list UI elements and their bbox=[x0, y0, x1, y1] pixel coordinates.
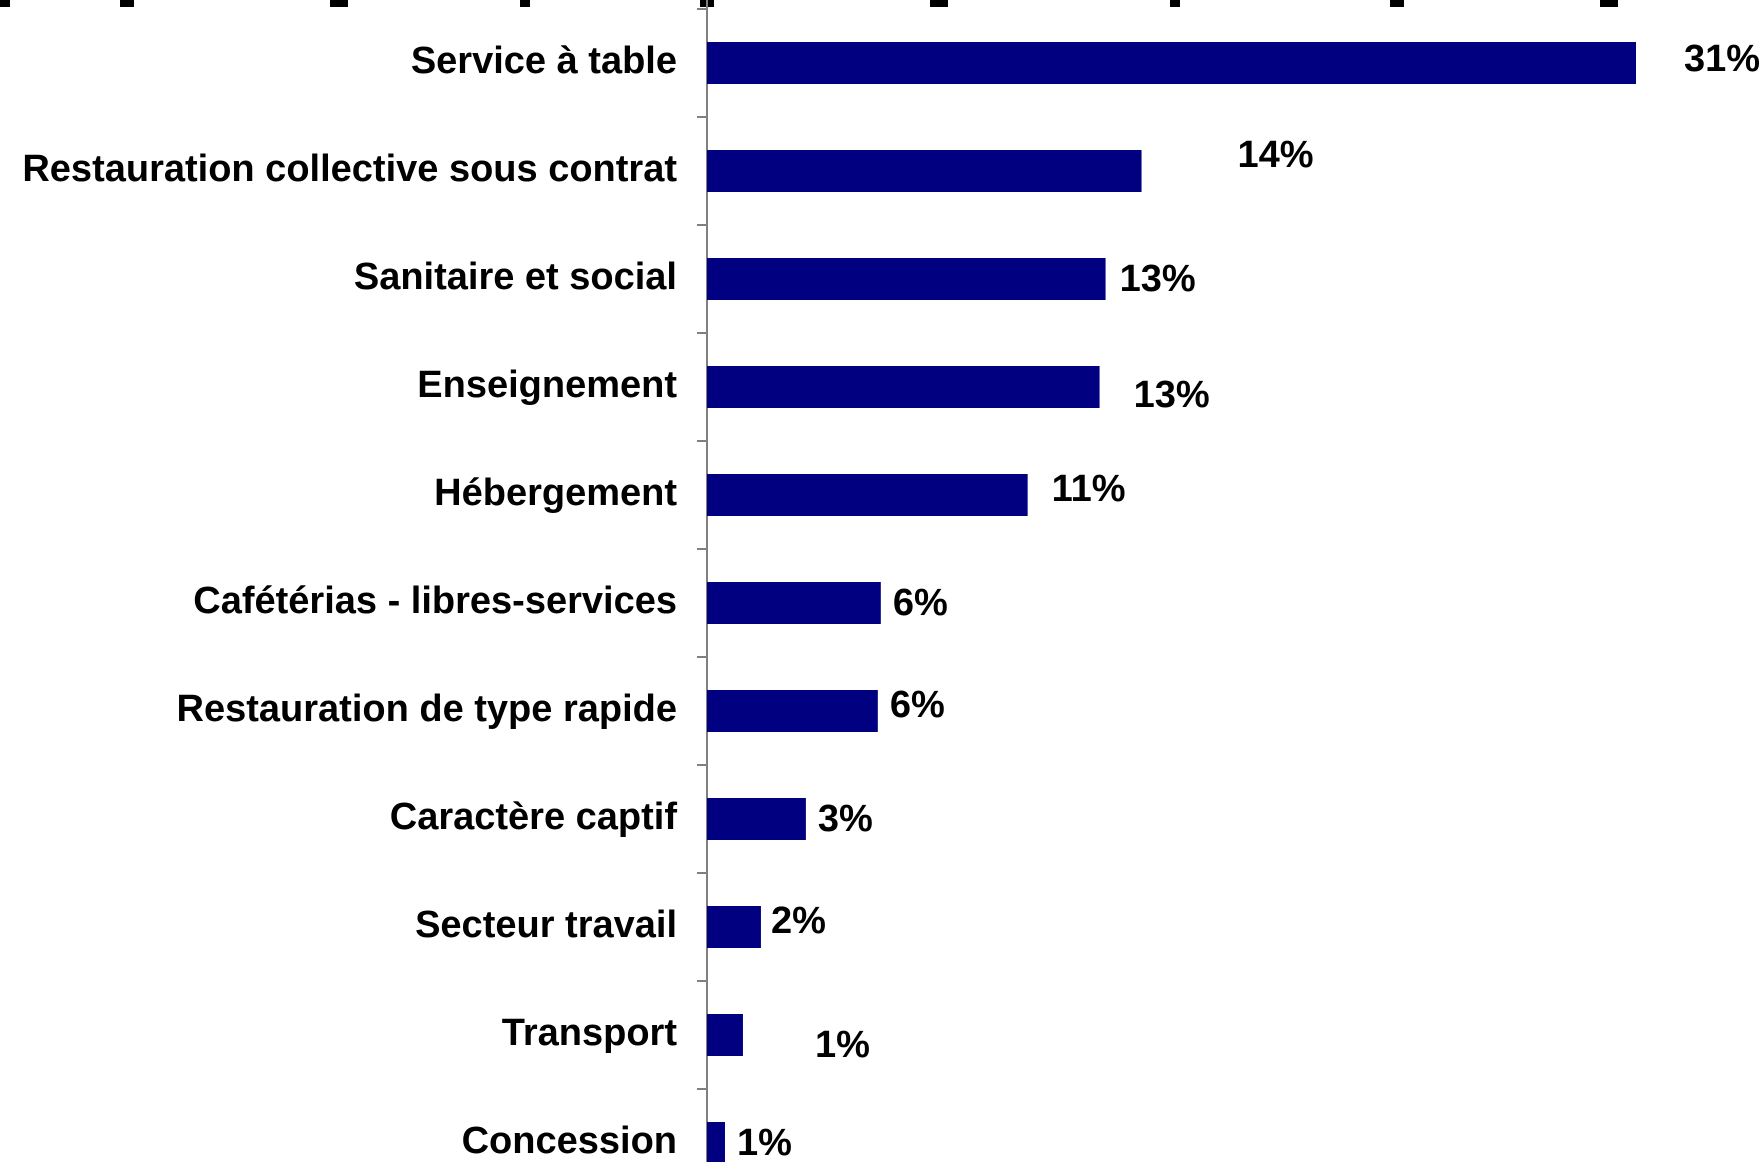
bar bbox=[707, 366, 1100, 408]
category-label: Caractère captif bbox=[390, 796, 678, 838]
category-label: Hébergement bbox=[434, 472, 677, 514]
value-label: 14% bbox=[1238, 134, 1314, 176]
category-label: Restauration de type rapide bbox=[177, 688, 677, 730]
category-label: Cafétérias - libres-services bbox=[193, 580, 677, 622]
category-label: Sanitaire et social bbox=[354, 256, 677, 298]
chart-title-cropped bbox=[0, 0, 1618, 7]
title-fragment-mark bbox=[1170, 0, 1180, 7]
value-label: 3% bbox=[818, 798, 873, 840]
title-fragment-mark bbox=[930, 0, 948, 7]
y-axis bbox=[697, 0, 708, 1162]
value-label: 1% bbox=[815, 1024, 870, 1066]
title-fragment-mark bbox=[520, 0, 530, 7]
value-labels: 31% 14% 13% 13% 11% 6% 6% 3% 2% 1% 1% bbox=[737, 38, 1760, 1162]
value-label: 6% bbox=[890, 684, 945, 726]
category-label: Secteur travail bbox=[415, 904, 677, 946]
value-label: 31% bbox=[1684, 38, 1760, 80]
category-label: Restauration collective sous contrat bbox=[22, 148, 677, 190]
bar bbox=[707, 906, 761, 948]
bar bbox=[707, 474, 1028, 516]
title-fragment-mark bbox=[330, 0, 348, 7]
value-label: 1% bbox=[737, 1122, 792, 1162]
bar bbox=[707, 258, 1106, 300]
value-label: 2% bbox=[771, 900, 826, 942]
bar bbox=[707, 1014, 743, 1056]
bar bbox=[707, 42, 1636, 84]
bar bbox=[707, 150, 1142, 192]
category-labels: Service à table Restauration collective s… bbox=[22, 40, 677, 1162]
category-label: Transport bbox=[502, 1012, 678, 1054]
title-fragment-mark bbox=[1390, 0, 1404, 7]
bars bbox=[707, 42, 1636, 1162]
category-label: Enseignement bbox=[417, 364, 677, 406]
category-label: Concession bbox=[462, 1120, 677, 1162]
value-label: 11% bbox=[1052, 468, 1126, 510]
title-fragment-mark bbox=[120, 0, 134, 7]
value-label: 6% bbox=[893, 582, 948, 624]
title-fragment-mark bbox=[1600, 0, 1618, 7]
bar bbox=[707, 798, 806, 840]
bar bbox=[707, 582, 881, 624]
value-label: 13% bbox=[1134, 374, 1210, 416]
bar bbox=[707, 690, 878, 732]
category-label: Service à table bbox=[411, 40, 677, 82]
bar bbox=[707, 1122, 725, 1162]
title-fragment-mark bbox=[0, 0, 10, 7]
value-label: 13% bbox=[1120, 258, 1196, 300]
